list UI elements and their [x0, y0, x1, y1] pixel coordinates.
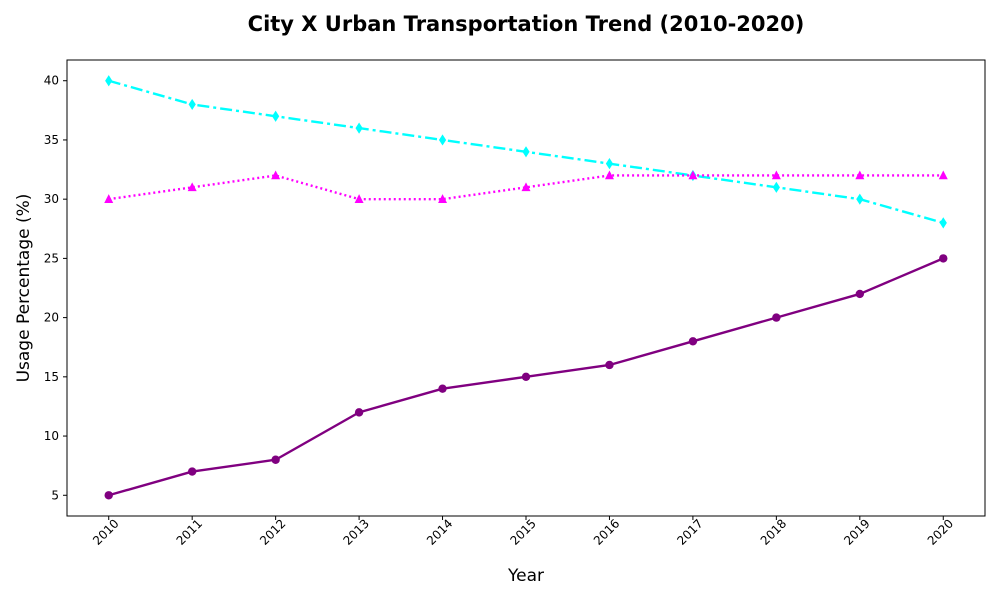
series-3-point [938, 170, 948, 180]
y-tick-label: 25 [44, 251, 59, 265]
series-3-point [521, 182, 531, 192]
x-tick-label: 2018 [758, 516, 789, 547]
x-tick-label: 2015 [507, 516, 538, 547]
series-2-point [939, 217, 947, 229]
x-tick-label: 2019 [841, 516, 872, 547]
series-2-point [856, 193, 864, 205]
y-tick-label: 40 [44, 74, 59, 88]
series-1-point [354, 408, 364, 417]
series-3-point [271, 170, 281, 180]
series-3-point [855, 170, 865, 180]
series-1-point [271, 455, 280, 464]
y-tick-label: 20 [44, 311, 59, 325]
series-2-point [105, 75, 113, 87]
y-tick-label: 5 [51, 488, 59, 502]
series-3-point [771, 170, 781, 180]
series-3-point [354, 194, 364, 203]
series-2-point [272, 110, 280, 122]
x-axis-label: Year [507, 566, 544, 586]
series-3-point [104, 194, 114, 203]
x-tick-label: 2011 [174, 516, 205, 547]
x-tick-label: 2014 [424, 516, 455, 547]
series-1-point [187, 467, 197, 476]
series-1-point [104, 491, 113, 500]
series-2-point [355, 122, 363, 134]
chart-title: City X Urban Transportation Trend (2010-… [248, 12, 805, 36]
series-3-point [187, 182, 197, 192]
series-1-point [605, 360, 614, 370]
series-1-point [772, 313, 781, 322]
series-2-point [188, 98, 196, 111]
series-1-point [521, 372, 531, 382]
y-axis-ticks: 5 10 15 20 25 30 35 40 [44, 74, 67, 502]
x-tick-label: 2012 [257, 516, 288, 547]
series-3-line [108, 174, 944, 201]
y-tick-label: 30 [44, 192, 59, 206]
x-tick-label: 2016 [591, 516, 622, 547]
x-axis-ticks: 2010 2011 2012 2013 2014 2015 2016 2017 2018 2019… [90, 516, 956, 548]
series-2-point [522, 146, 530, 158]
y-tick-label: 10 [44, 429, 59, 443]
series-3-point [688, 170, 698, 180]
series-2-point [772, 181, 780, 193]
series-1-point [939, 254, 948, 263]
x-tick-label: 2017 [674, 516, 705, 547]
x-tick-label: 2010 [90, 516, 121, 547]
plot-frame [66, 59, 986, 517]
series-1-point [855, 289, 865, 299]
series-3-point [604, 170, 614, 180]
series-2-point [438, 134, 447, 146]
y-tick-label: 15 [44, 370, 59, 384]
y-tick-label: 35 [44, 133, 59, 147]
x-tick-label: 2020 [925, 516, 956, 547]
series-2-point [605, 158, 614, 170]
series-1-point [688, 337, 698, 346]
plot-area [66, 59, 986, 517]
x-tick-label: 2013 [341, 516, 372, 547]
y-axis-label: Usage Percentage (%) [14, 194, 34, 383]
series-1-point [438, 384, 447, 393]
series-group [104, 75, 948, 500]
series-3-point [438, 194, 448, 203]
